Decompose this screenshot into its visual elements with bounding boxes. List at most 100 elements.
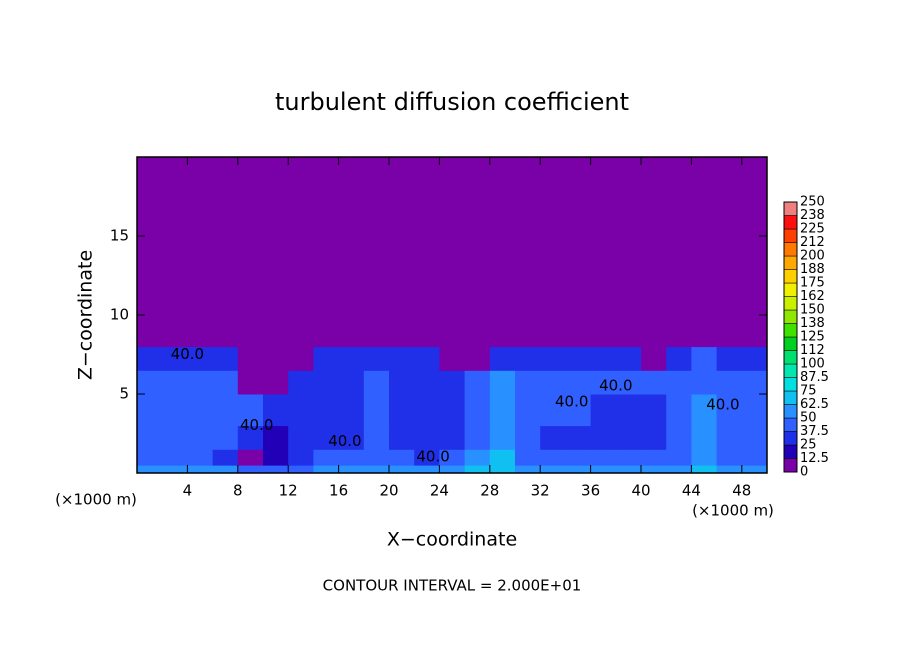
colorbar-bin bbox=[783, 431, 798, 446]
colorbar-bin bbox=[783, 296, 798, 311]
colorbar-label: 225 bbox=[800, 222, 825, 237]
field-cell bbox=[691, 370, 718, 395]
y-tick-label: 5 bbox=[119, 385, 129, 403]
field-cell bbox=[263, 346, 289, 371]
colorbar-bin bbox=[783, 201, 798, 216]
y-axis-label: Z−coordinate bbox=[75, 250, 97, 380]
field-cell bbox=[716, 346, 743, 371]
y-tick-label: 15 bbox=[110, 227, 129, 245]
field-cell bbox=[741, 346, 768, 371]
field-cell bbox=[187, 157, 214, 348]
colorbar-bin bbox=[783, 242, 798, 257]
colorbar-label: 125 bbox=[800, 330, 825, 345]
field-cell bbox=[464, 465, 491, 474]
chart-title: turbulent diffusion coefficient bbox=[275, 88, 629, 116]
field-cell bbox=[641, 157, 667, 348]
colorbar-label: 25 bbox=[800, 438, 817, 453]
field-cell bbox=[389, 449, 415, 466]
x-tick-label: 28 bbox=[480, 482, 499, 500]
field-cell bbox=[263, 157, 289, 348]
field-cell bbox=[590, 449, 617, 466]
field-cell bbox=[464, 346, 491, 371]
x-tick-label: 24 bbox=[430, 482, 449, 500]
colorbar-bin bbox=[783, 377, 798, 392]
field-cell bbox=[590, 157, 617, 348]
field-cell bbox=[237, 346, 264, 371]
field-cell bbox=[615, 394, 642, 427]
field-cell bbox=[691, 449, 718, 466]
field-cell bbox=[641, 425, 667, 450]
field-cell bbox=[313, 425, 340, 450]
field-cell bbox=[212, 425, 239, 450]
field-cell bbox=[363, 449, 390, 466]
field-cell bbox=[716, 394, 743, 427]
field-cell bbox=[489, 465, 516, 474]
field-cell bbox=[565, 370, 592, 395]
contour-label: 40.0 bbox=[240, 416, 273, 434]
field-cell bbox=[389, 370, 415, 395]
colorbar-bin bbox=[783, 417, 798, 432]
field-cell bbox=[338, 394, 365, 427]
field-cell bbox=[414, 465, 440, 474]
field-cell bbox=[691, 157, 718, 348]
field-cell bbox=[389, 465, 415, 474]
field-cell bbox=[237, 394, 264, 427]
colorbar-bin bbox=[783, 215, 798, 230]
colorbar-label: 238 bbox=[800, 208, 825, 223]
field-cell bbox=[716, 157, 743, 348]
field-cell bbox=[691, 394, 718, 427]
colorbar-label: 212 bbox=[800, 235, 825, 250]
field-cell bbox=[137, 157, 163, 348]
field-cell bbox=[363, 346, 390, 371]
field-cell bbox=[641, 370, 667, 395]
colorbar-bin bbox=[783, 336, 798, 351]
field-cell bbox=[464, 394, 491, 427]
field-cell bbox=[641, 449, 667, 466]
field-cell bbox=[389, 346, 415, 371]
field-cell bbox=[540, 370, 566, 395]
field-cell bbox=[263, 465, 289, 474]
x-tick-label: 44 bbox=[682, 482, 701, 500]
field-cell bbox=[338, 370, 365, 395]
field-cell bbox=[263, 425, 289, 450]
field-cell bbox=[389, 157, 415, 348]
x-unit-label: (×1000 m) bbox=[55, 491, 137, 509]
field-cell bbox=[540, 425, 566, 450]
x-tick-label: 4 bbox=[183, 482, 193, 500]
field-cell bbox=[263, 449, 289, 466]
field-cell bbox=[288, 425, 314, 450]
field-cell bbox=[263, 370, 289, 395]
field-cell bbox=[187, 346, 214, 371]
colorbar-bin bbox=[783, 323, 798, 338]
field-cell bbox=[187, 370, 214, 395]
colorbar-frame bbox=[783, 201, 798, 473]
field-cell bbox=[288, 465, 314, 474]
colorbar-label: 250 bbox=[800, 195, 825, 210]
field-cell bbox=[187, 449, 214, 466]
field-cell bbox=[237, 465, 264, 474]
field-cell bbox=[288, 346, 314, 371]
colorbar-bin bbox=[783, 269, 798, 284]
field-cell bbox=[363, 465, 390, 474]
field-cell bbox=[515, 346, 541, 371]
field-cell bbox=[137, 465, 163, 474]
colorbar-label: 62.5 bbox=[800, 397, 829, 412]
field-cell bbox=[515, 394, 541, 427]
field-cell bbox=[540, 157, 566, 348]
field-cell bbox=[137, 370, 163, 395]
colorbar-bin bbox=[783, 255, 798, 270]
field-cell bbox=[489, 449, 516, 466]
contour-label: 40.0 bbox=[171, 345, 204, 363]
field-cell bbox=[212, 370, 239, 395]
colorbar-bin bbox=[783, 309, 798, 324]
field-cell bbox=[187, 394, 214, 427]
field-cell bbox=[615, 449, 642, 466]
x-tick-label: 48 bbox=[732, 482, 751, 500]
field-cell bbox=[439, 465, 466, 474]
field-cell bbox=[338, 157, 365, 348]
field-cell bbox=[666, 157, 692, 348]
colorbar-bin bbox=[783, 458, 798, 473]
field-cell bbox=[137, 425, 163, 450]
x-tick-label: 12 bbox=[279, 482, 298, 500]
field-cell bbox=[313, 346, 340, 371]
